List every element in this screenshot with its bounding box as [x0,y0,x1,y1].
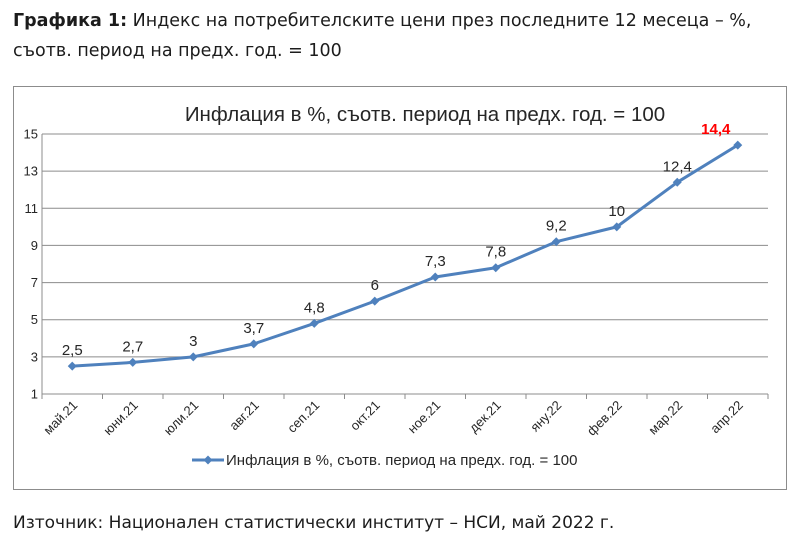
data-point-marker [733,140,743,150]
y-tick-label: 3 [31,349,38,364]
data-label: 6 [371,277,379,294]
data-point-marker [612,222,622,232]
x-tick-label: юни.21 [100,398,140,438]
chart-title: Инфлация в %, съотв. период на предх. го… [185,103,665,126]
figure-number: Графика 1: [13,11,128,31]
data-point-marker [430,272,440,282]
x-tick-label: фев.22 [584,398,625,439]
series-line [72,143,739,368]
data-label: 7,3 [425,253,446,270]
x-tick-label: мар.22 [645,398,685,438]
y-tick-label: 15 [24,127,38,142]
y-tick-label: 13 [24,164,38,179]
y-tick-label: 9 [31,238,38,253]
x-tick-label: дек.21 [466,398,504,436]
data-point-marker [128,357,138,367]
data-point-marker [551,237,561,247]
legend-label: Инфлация в %, съотв. период на предх. го… [226,452,577,469]
x-tick-label: апр.22 [707,398,746,437]
data-point-marker [249,339,259,349]
inflation-line-chart: Инфлация в %, съотв. период на предх. го… [24,103,769,469]
x-tick-label: авг.21 [226,398,262,434]
data-label: 2,5 [62,342,83,359]
x-tick-label: юли.21 [161,398,202,439]
data-point-marker [309,318,319,328]
legend-marker [203,455,213,465]
data-label: 4,8 [304,299,325,316]
data-label: 2,7 [122,338,143,355]
data-label: 14,4 [701,121,731,138]
data-point-marker [67,361,77,371]
data-label: 9,2 [546,218,567,235]
y-tick-label: 1 [31,387,38,402]
data-point-marker [491,263,501,273]
data-label: 12,4 [663,158,692,175]
x-tick-label: ное.21 [405,398,444,437]
y-tick-label: 11 [25,201,39,216]
data-point-marker [672,177,682,187]
data-label: 3,7 [243,320,264,337]
x-tick-label: яну.22 [527,398,564,435]
x-tick-label: окт.21 [347,398,383,434]
source-note: Източник: Национален статистически инсти… [13,513,615,533]
data-point-marker [188,352,198,362]
figure-heading: Графика 1: Индекс на потребителските цен… [13,6,783,66]
x-tick-label: сеп.21 [284,398,322,436]
data-label: 7,8 [485,244,506,261]
y-tick-label: 5 [31,312,38,327]
figure-caption: Индекс на потребителските цени през посл… [13,11,752,61]
x-tick-label: май.21 [40,398,80,438]
chart-frame: Инфлация в %, съотв. период на предх. го… [13,86,787,490]
data-point-marker [370,296,380,306]
data-label: 3 [189,333,197,350]
data-label: 10 [608,203,625,220]
y-tick-label: 7 [31,275,38,290]
